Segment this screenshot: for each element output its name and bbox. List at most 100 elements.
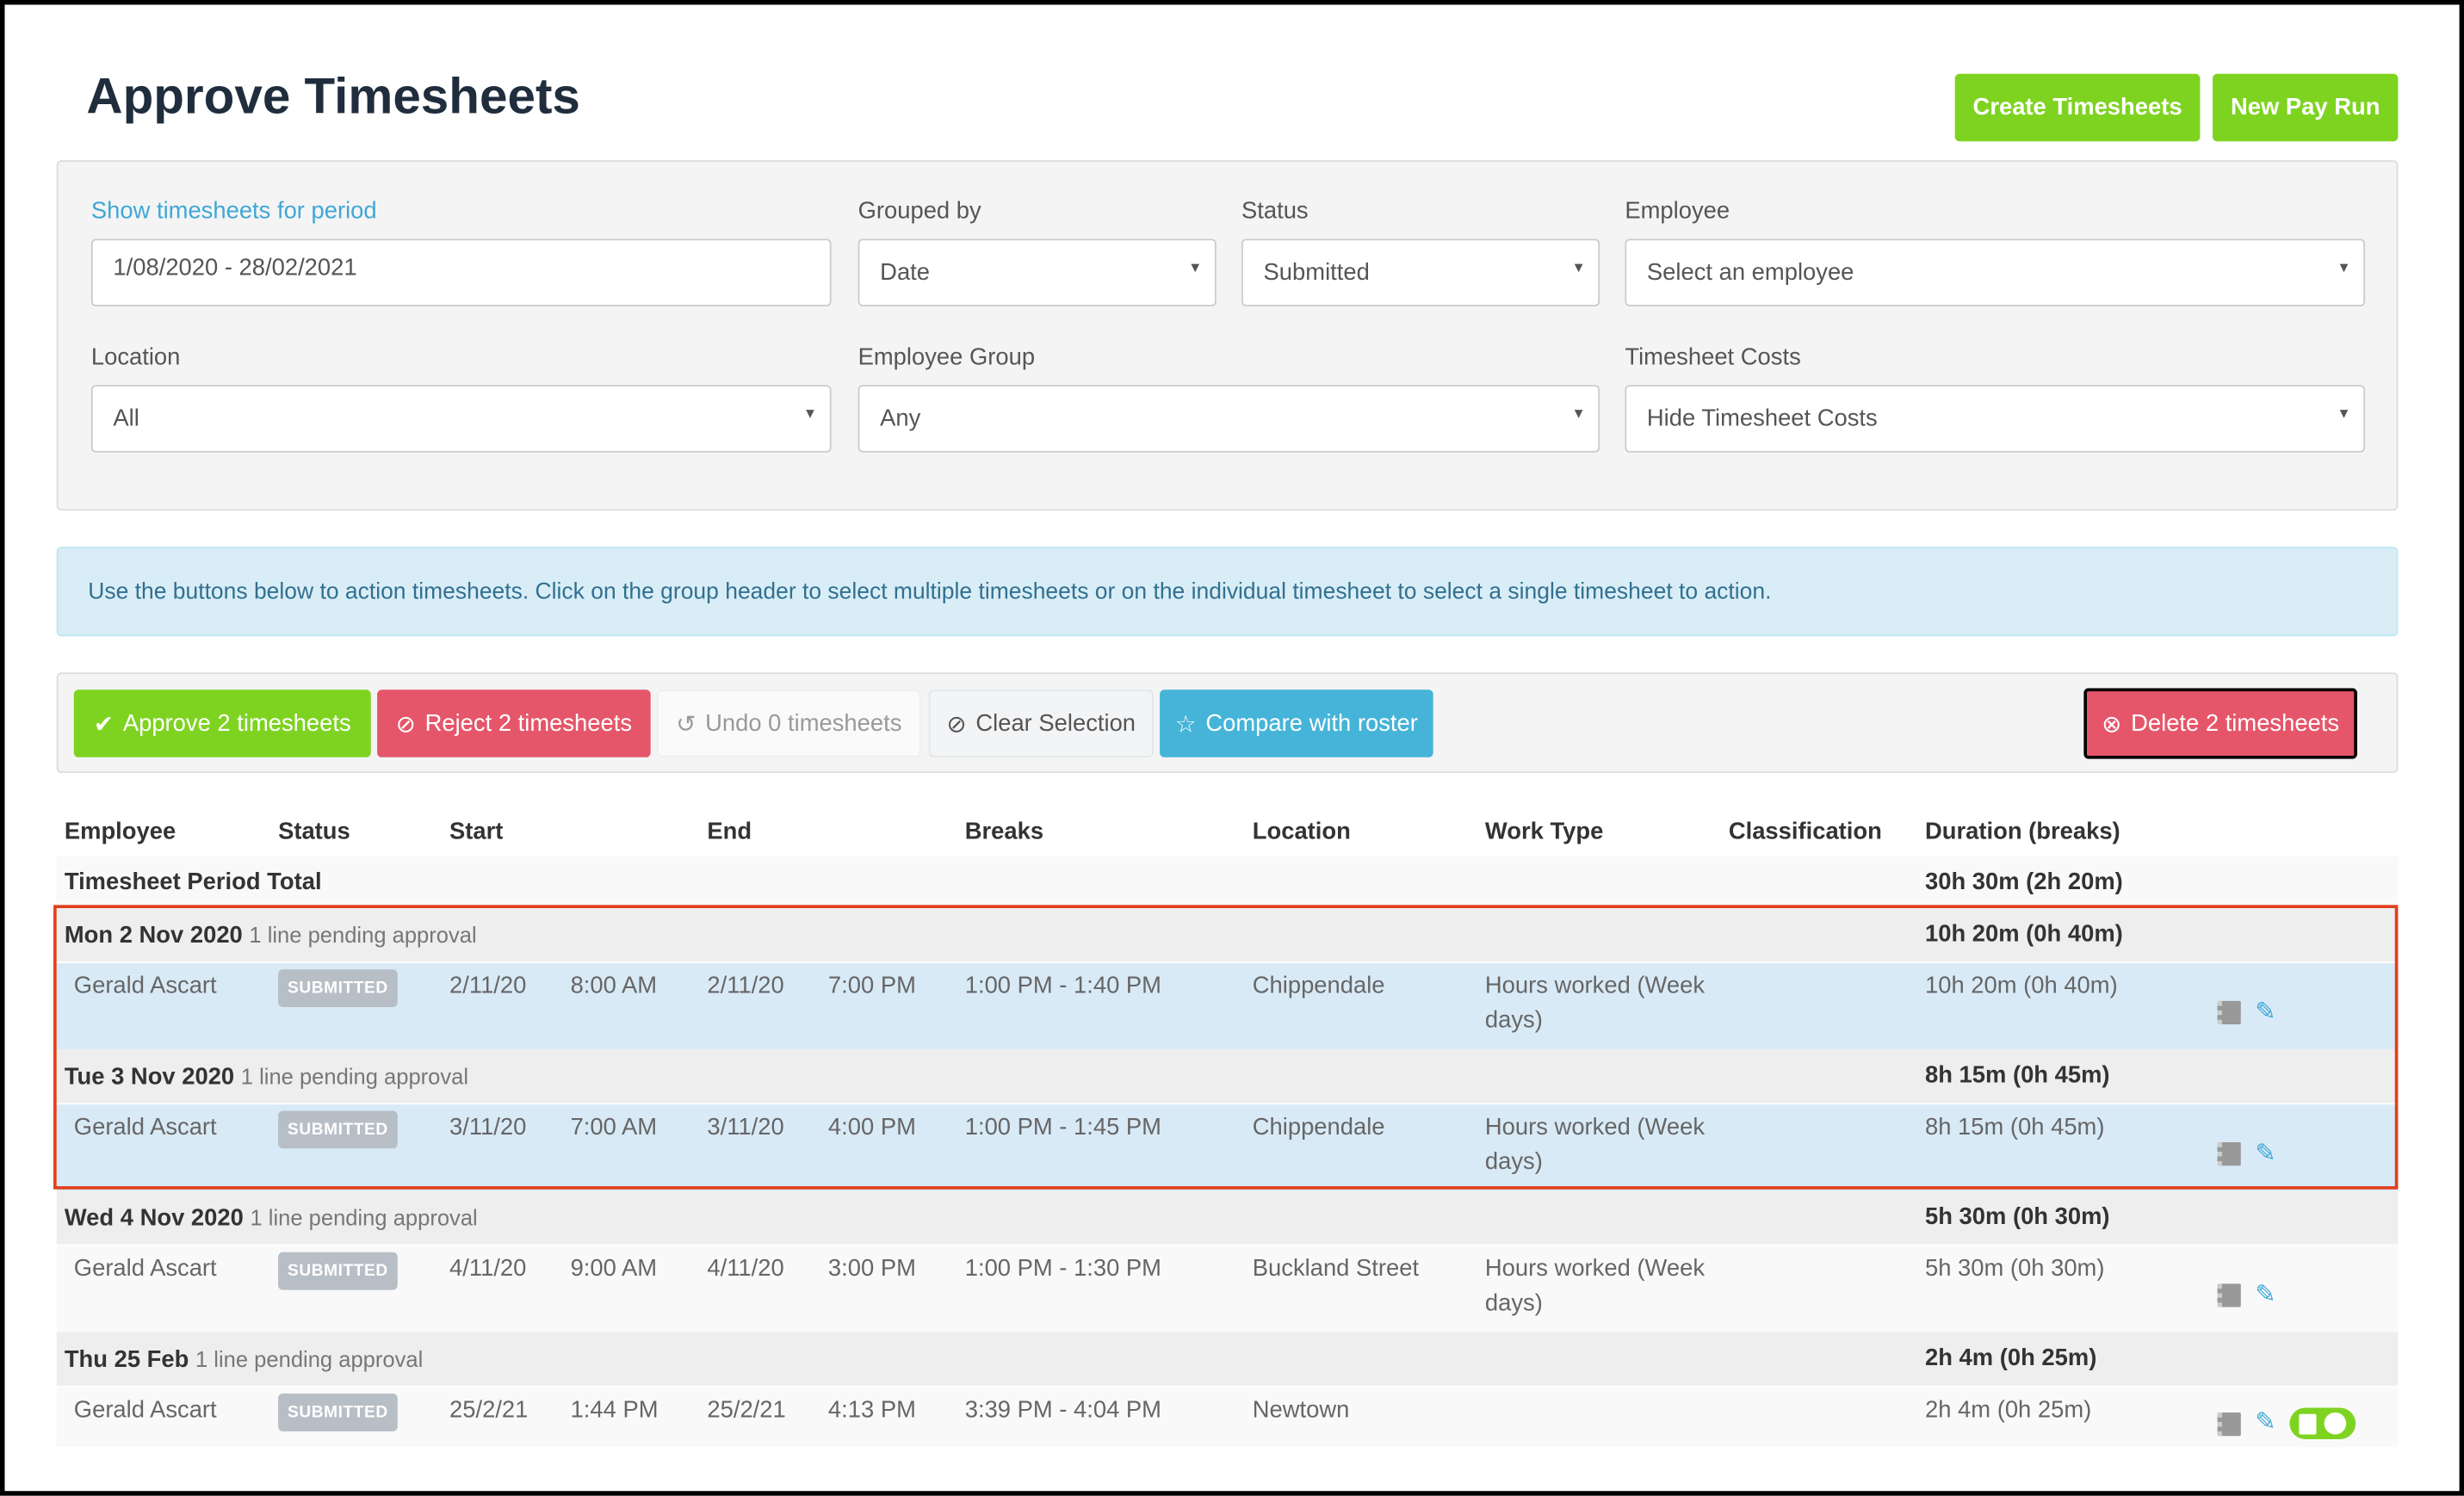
pencil-icon[interactable]: ✎ [2255,1409,2276,1437]
duration: 5h 30m (0h 30m) [1924,1255,2105,1283]
compare-roster-button[interactable]: ☆ Compare with roster [1160,689,1433,757]
create-timesheets-button[interactable]: Create Timesheets [1954,73,2201,142]
breaks: 1:00 PM - 1:40 PM [964,972,1162,999]
end-time: 7:00 PM [827,972,916,999]
notebook-icon[interactable] [2217,1000,2241,1025]
duration: 10h 20m (0h 40m) [1924,972,2118,999]
caret-down-icon: ▼ [2337,259,2351,275]
timesheet-costs-value: Hide Timesheet Costs [1646,405,1878,432]
col-status[interactable]: Status [278,818,350,845]
start-time: 8:00 AM [570,972,658,999]
grouped-by-label: Grouped by [857,197,981,226]
col-work-type[interactable]: Work Type [1484,818,1604,845]
col-start[interactable]: Start [449,818,504,845]
classification [1729,1104,1925,1190]
period-label: Show timesheets for period [90,197,377,226]
ban-icon: ⊘ [946,710,967,738]
star-icon: ☆ [1174,710,1197,738]
undo-button[interactable]: ↺ Undo 0 timesheets [656,689,921,757]
timesheet-row[interactable]: Gerald Ascart SUBMITTED 4/11/20 9:00 AM 4/11… [56,1246,2399,1332]
caret-down-icon: ▼ [802,405,818,422]
start-time: 7:00 AM [570,1114,658,1141]
clock-icon [2325,1412,2347,1435]
duration: 2h 4m (0h 25m) [1924,1396,2092,1424]
notebook-icon[interactable] [2217,1283,2241,1307]
pencil-icon[interactable]: ✎ [2255,1281,2276,1308]
status-badge: SUBMITTED [278,1110,398,1149]
period-input[interactable]: 1/08/2020 - 28/02/2021 [90,238,832,306]
status-label: Status [1241,197,1309,226]
table-header: Employee Status Start End Breaks Locatio… [57,806,2399,856]
delete-label: Delete 2 timesheets [2131,710,2340,738]
group-header[interactable]: Mon 2 Nov 2020 1 line pending approval 10… [56,908,2399,962]
group-date: Thu 25 Feb [64,1346,189,1374]
location-select[interactable]: All ▼ [90,385,832,453]
employee-label: Employee [1625,197,1730,226]
status-badge: SUBMITTED [278,1394,398,1431]
col-breaks[interactable]: Breaks [964,818,1044,845]
end-date: 2/11/20 [707,972,784,999]
reject-button[interactable]: ⊘ Reject 2 timesheets [377,689,651,757]
action-bar: ✔ Approve 2 timesheets ⊘ Reject 2 timeshee… [56,672,2399,774]
filter-panel: Show timesheets for period 1/08/2020 - 2… [56,160,2399,511]
end-time: 4:00 PM [827,1114,916,1141]
compare-label: Compare with roster [1205,710,1418,738]
classification [1729,963,1925,1049]
employee-group-select[interactable]: Any ▼ [857,385,1600,453]
employee-value: Select an employee [1646,259,1854,287]
grouped-by-select[interactable]: Date ▼ [857,238,1217,306]
group-duration: 2h 4m (0h 25m) [1924,1345,2097,1372]
location: Buckland Street [1252,1255,1420,1283]
timesheet-row[interactable]: Gerald Ascart SUBMITTED 2/11/20 8:00 AM 2/11… [56,962,2399,1050]
employee-group-value: Any [880,405,921,432]
breaks: 1:00 PM - 1:45 PM [964,1114,1162,1141]
col-end[interactable]: End [707,818,752,845]
end-date: 3/11/20 [707,1114,784,1141]
timesheet-row[interactable]: Gerald Ascart SUBMITTED 25/2/21 1:44 PM 25/2… [56,1387,2399,1448]
group-note: 1 line pending approval [240,1063,469,1089]
status-badge: SUBMITTED [278,969,398,1008]
timesheet-row[interactable]: Gerald Ascart SUBMITTED 3/11/20 7:00 AM 3/11… [56,1104,2399,1191]
clear-selection-button[interactable]: ⊘ Clear Selection [928,689,1154,757]
new-pay-run-button[interactable]: New Pay Run [2213,73,2399,142]
col-classification[interactable]: Classification [1728,818,1882,845]
start-date: 2/11/20 [449,972,527,999]
group-date: Wed 4 Nov 2020 [64,1205,244,1233]
employee-select[interactable]: Select an employee ▼ [1625,238,2366,306]
grouped-by-value: Date [880,259,931,287]
work-type: Hours worked (Week days) [1484,1255,1706,1317]
col-employee[interactable]: Employee [64,818,176,845]
caret-down-icon: ▼ [1188,259,1203,275]
roster-clock-badge[interactable] [2290,1407,2356,1439]
pencil-icon[interactable]: ✎ [2255,1140,2276,1167]
reject-label: Reject 2 timesheets [424,710,633,738]
start-date: 3/11/20 [449,1114,527,1141]
end-date: 4/11/20 [707,1255,784,1283]
location: Chippendale [1252,1114,1385,1141]
page-title: Approve Timesheets [86,67,580,125]
employee-group-label: Employee Group [857,343,1036,371]
approve-button[interactable]: ✔ Approve 2 timesheets [73,689,371,757]
group-header[interactable]: Wed 4 Nov 2020 1 line pending approval 5h… [56,1190,2399,1245]
location-value: All [113,405,139,432]
timesheet-costs-select[interactable]: Hide Timesheet Costs ▼ [1625,385,2366,453]
employee-name: Gerald Ascart [73,1396,217,1424]
col-location[interactable]: Location [1252,818,1351,845]
notebook-icon[interactable] [2217,1141,2241,1166]
caret-down-icon: ▼ [1571,259,1586,275]
work-type [1485,1388,1729,1447]
delete-button[interactable]: ⊗ Delete 2 timesheets [2083,688,2357,759]
pencil-icon[interactable]: ✎ [2255,998,2276,1026]
work-type: Hours worked (Week days) [1484,1114,1706,1176]
notebook-icon[interactable] [2217,1412,2241,1436]
col-duration[interactable]: Duration (breaks) [1924,818,2120,845]
approve-label: Approve 2 timesheets [122,710,351,738]
status-select[interactable]: Submitted ▼ [1241,238,1600,306]
calendar-user-icon [2300,1413,2318,1434]
breaks: 3:39 PM - 4:04 PM [964,1396,1162,1424]
group-duration: 5h 30m (0h 30m) [1924,1203,2110,1231]
group-header[interactable]: Thu 25 Feb 1 line pending approval 2h 4m … [56,1332,2399,1386]
group-header[interactable]: Tue 3 Nov 2020 1 line pending approval 8h… [56,1049,2399,1103]
employee-name: Gerald Ascart [73,1114,217,1141]
